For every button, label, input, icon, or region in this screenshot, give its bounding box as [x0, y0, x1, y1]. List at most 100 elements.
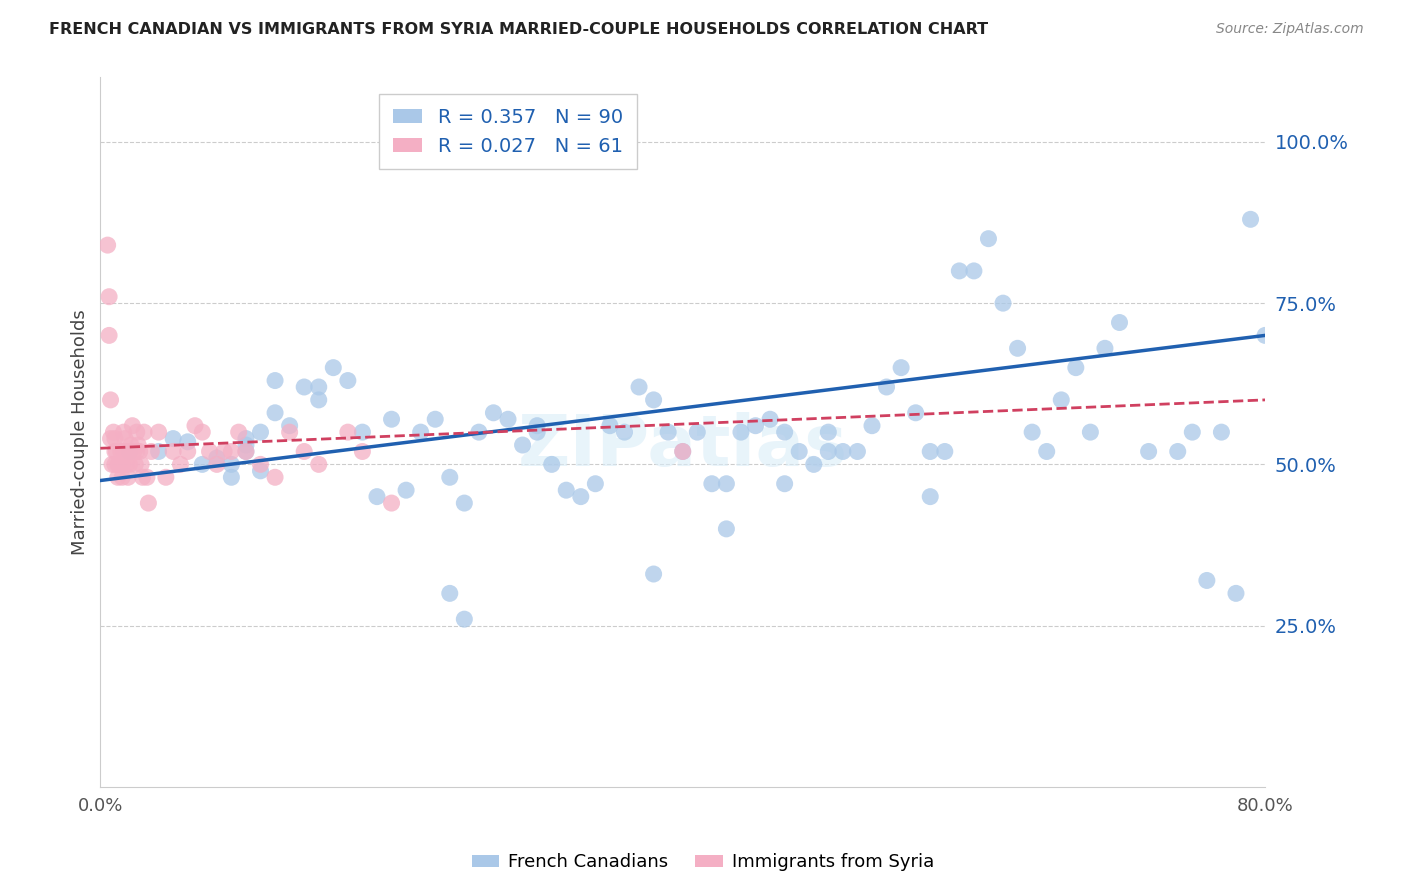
Point: [121, 418, 143, 433]
Point: [308, 392, 330, 407]
Point: [100, 392, 122, 407]
Point: [148, 425, 170, 439]
Point: [184, 418, 207, 433]
Point: [98, 290, 121, 304]
Point: [308, 380, 330, 394]
Point: [105, 444, 128, 458]
Point: [115, 444, 138, 458]
Point: [125, 425, 148, 439]
Point: [1021, 425, 1043, 439]
Point: [512, 438, 534, 452]
Point: [111, 470, 134, 484]
Point: [308, 458, 330, 472]
Point: [716, 476, 738, 491]
Point: [264, 470, 287, 484]
Point: [120, 438, 142, 452]
Point: [278, 418, 301, 433]
Point: [1035, 444, 1057, 458]
Point: [336, 425, 359, 439]
Text: FRENCH CANADIAN VS IMMIGRANTS FROM SYRIA MARRIED-COUPLE HOUSEHOLDS CORRELATION C: FRENCH CANADIAN VS IMMIGRANTS FROM SYRIA…: [49, 22, 988, 37]
Point: [118, 458, 141, 472]
Point: [110, 444, 132, 458]
Point: [744, 418, 766, 433]
Point: [162, 444, 184, 458]
Point: [352, 425, 374, 439]
Point: [127, 438, 149, 452]
Point: [249, 425, 271, 439]
Point: [117, 470, 139, 484]
Point: [963, 264, 986, 278]
Point: [104, 432, 127, 446]
Point: [249, 458, 271, 472]
Point: [104, 444, 127, 458]
Point: [977, 232, 1000, 246]
Point: [177, 434, 200, 449]
Point: [890, 360, 912, 375]
Point: [111, 458, 134, 472]
Point: [831, 444, 853, 458]
Point: [352, 444, 374, 458]
Point: [1181, 425, 1204, 439]
Point: [787, 444, 810, 458]
Point: [860, 418, 883, 433]
Point: [439, 470, 461, 484]
Point: [526, 425, 548, 439]
Point: [1007, 341, 1029, 355]
Point: [904, 406, 927, 420]
Point: [439, 586, 461, 600]
Point: [409, 425, 432, 439]
Point: [380, 496, 402, 510]
Point: [292, 380, 315, 394]
Text: Source: ZipAtlas.com: Source: ZipAtlas.com: [1216, 22, 1364, 37]
Point: [876, 380, 898, 394]
Point: [1108, 316, 1130, 330]
Point: [249, 464, 271, 478]
Point: [1080, 425, 1102, 439]
Point: [191, 425, 214, 439]
Point: [118, 444, 141, 458]
Point: [817, 444, 839, 458]
Point: [100, 432, 122, 446]
Point: [934, 444, 956, 458]
Point: [759, 412, 782, 426]
Point: [104, 458, 127, 472]
Point: [112, 425, 135, 439]
Point: [730, 425, 752, 439]
Point: [148, 444, 170, 458]
Point: [468, 425, 491, 439]
Point: [496, 412, 519, 426]
Point: [221, 470, 243, 484]
Point: [235, 444, 257, 458]
Point: [235, 444, 257, 458]
Point: [555, 483, 578, 498]
Point: [129, 458, 152, 472]
Point: [583, 476, 606, 491]
Point: [101, 458, 124, 472]
Point: [177, 444, 200, 458]
Point: [1195, 574, 1218, 588]
Legend: French Canadians, Immigrants from Syria: French Canadians, Immigrants from Syria: [465, 847, 941, 879]
Point: [155, 470, 177, 484]
Point: [599, 418, 621, 433]
Point: [124, 458, 146, 472]
Point: [672, 444, 695, 458]
Point: [1254, 328, 1277, 343]
Point: [128, 444, 150, 458]
Point: [108, 458, 131, 472]
Point: [221, 444, 243, 458]
Point: [613, 425, 636, 439]
Point: [526, 418, 548, 433]
Point: [278, 425, 301, 439]
Point: [141, 444, 163, 458]
Point: [1211, 425, 1233, 439]
Point: [716, 522, 738, 536]
Text: ZIPatlas: ZIPatlas: [517, 412, 848, 481]
Point: [228, 425, 250, 439]
Point: [628, 380, 651, 394]
Point: [1050, 392, 1073, 407]
Point: [235, 438, 257, 452]
Point: [803, 458, 825, 472]
Point: [169, 458, 191, 472]
Point: [700, 476, 723, 491]
Point: [221, 458, 243, 472]
